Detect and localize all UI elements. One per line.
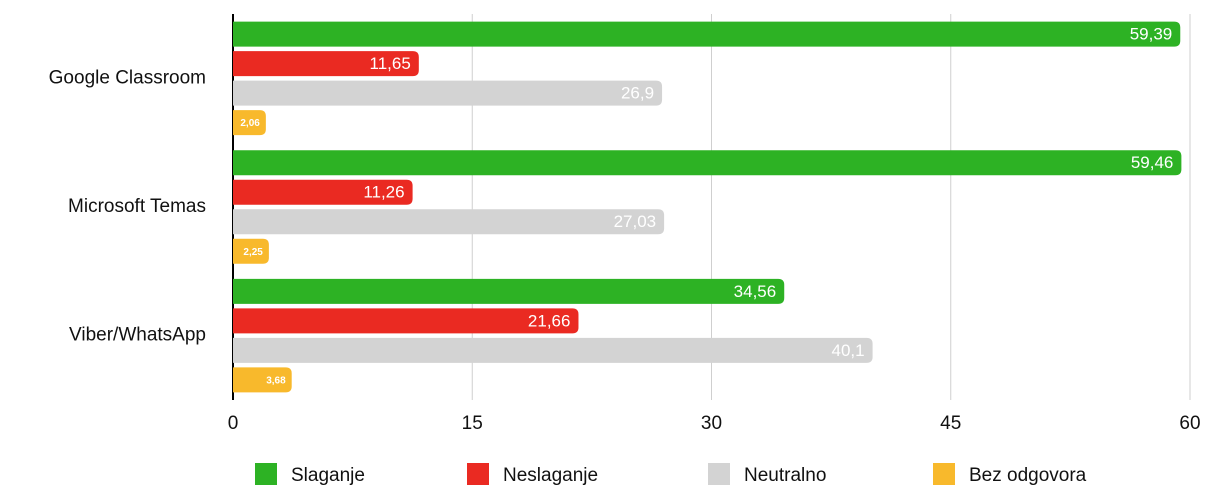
x-tick-label: 30 <box>701 413 722 434</box>
bar <box>233 179 413 205</box>
value-label: 34,56 <box>734 282 777 301</box>
value-label: 21,66 <box>528 311 571 330</box>
legend-label: Slaganje <box>291 465 365 486</box>
y-tick-label: Viber/WhatsApp <box>69 325 206 346</box>
x-tick-label: 15 <box>462 413 483 434</box>
legend-label: Neslaganje <box>503 465 598 486</box>
value-label: 2,25 <box>243 247 263 258</box>
y-tick-label: Google Classroom <box>49 67 206 88</box>
legend-swatch <box>467 463 489 485</box>
value-label: 27,03 <box>614 212 657 231</box>
bar <box>233 80 663 106</box>
x-tick-label: 0 <box>228 413 239 434</box>
bar <box>233 150 1182 176</box>
value-label: 59,46 <box>1131 153 1174 172</box>
legend-label: Neutralno <box>744 465 826 486</box>
value-label: 2,06 <box>240 118 260 129</box>
legend-swatch <box>933 463 955 485</box>
bar <box>233 367 292 393</box>
y-tick-label: Microsoft Temas <box>68 196 206 217</box>
value-label: 40,1 <box>832 341 865 360</box>
value-label: 11,26 <box>363 183 404 202</box>
x-tick-label: 60 <box>1179 413 1200 434</box>
bar <box>233 278 785 304</box>
value-label: 11,65 <box>370 54 411 73</box>
bar <box>233 308 579 334</box>
legend-swatch <box>255 463 277 485</box>
x-tick-label: 45 <box>940 413 961 434</box>
bar <box>233 209 665 235</box>
legend-label: Bez odgovora <box>969 465 1087 486</box>
bar <box>233 110 266 136</box>
bar <box>233 337 873 363</box>
legend-swatch <box>708 463 730 485</box>
bar <box>233 51 419 77</box>
value-label: 3,68 <box>266 376 286 387</box>
bar <box>233 21 1181 47</box>
value-label: 59,39 <box>1130 25 1173 44</box>
value-label: 26,9 <box>621 84 654 103</box>
bar <box>233 238 269 264</box>
